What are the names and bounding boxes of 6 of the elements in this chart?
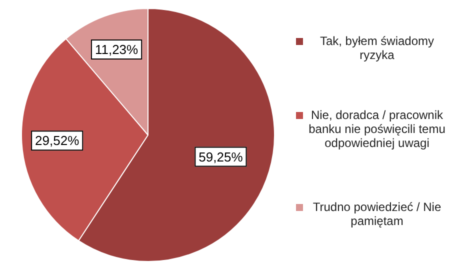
legend-label: Trudno powiedzieć / Nie pamiętam [312,200,442,228]
data-label: 59,25% [198,149,244,164]
legend-label: Nie, doradca / pracownik banku nie poświęcili temu odpowiedniej uwagi [308,108,446,150]
data-label: 29,52% [35,133,80,148]
legend-label: Tak, byłem świadomy ryzyka [318,34,436,62]
data-label: 11,23% [94,42,139,58]
